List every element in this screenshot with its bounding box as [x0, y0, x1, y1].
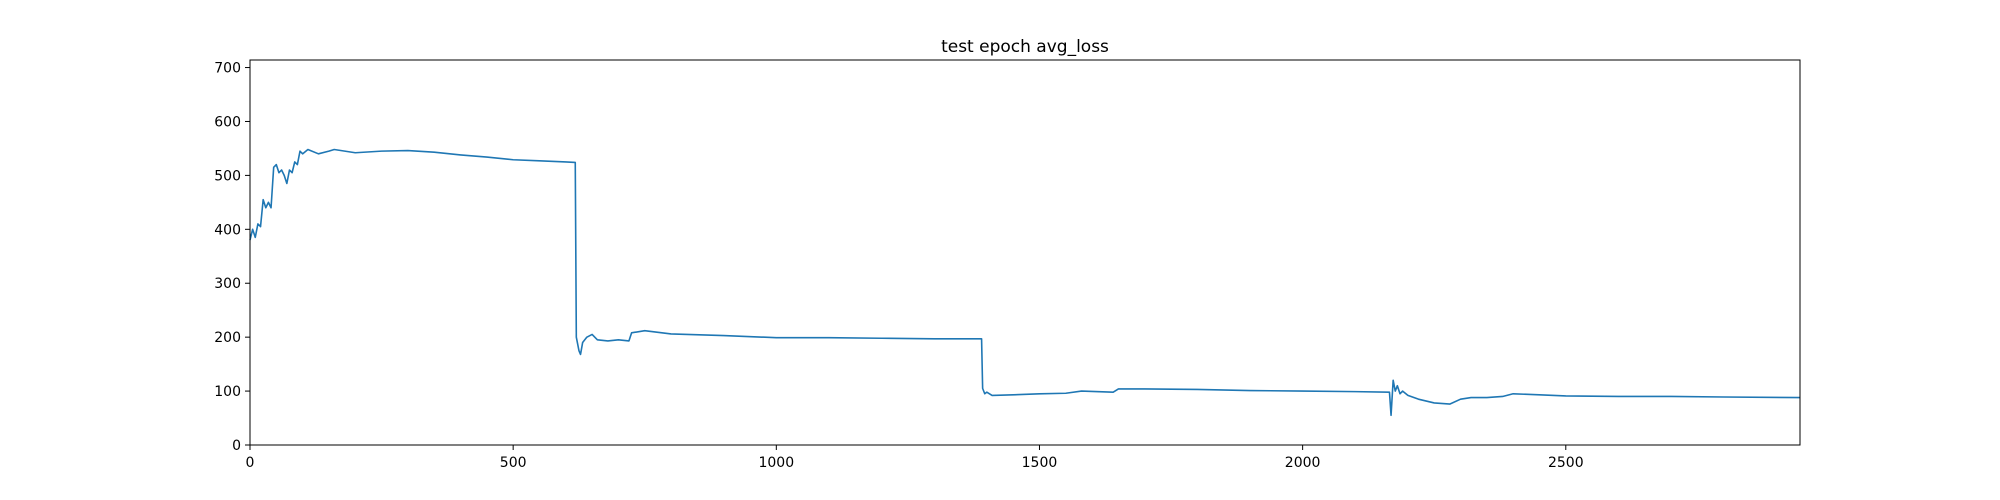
x-tick-label: 1500	[1022, 455, 1058, 471]
y-tick-label: 300	[214, 276, 241, 292]
y-tick-label: 400	[214, 222, 241, 238]
y-tick-label: 500	[214, 168, 241, 184]
x-tick-label: 0	[246, 455, 255, 471]
y-tick-label: 100	[214, 384, 241, 400]
y-tick-label: 700	[214, 61, 241, 77]
y-tick-label: 0	[232, 438, 241, 454]
x-tick-label: 2500	[1548, 455, 1584, 471]
y-tick-label: 200	[214, 330, 241, 346]
x-tick-label: 2000	[1285, 455, 1321, 471]
y-tick-label: 600	[214, 114, 241, 130]
x-tick-label: 1000	[758, 455, 794, 471]
x-tick-label: 500	[500, 455, 527, 471]
plot-frame	[249, 59, 1801, 446]
data-line	[249, 148, 1801, 417]
chart-title: test epoch avg_loss	[941, 37, 1109, 57]
